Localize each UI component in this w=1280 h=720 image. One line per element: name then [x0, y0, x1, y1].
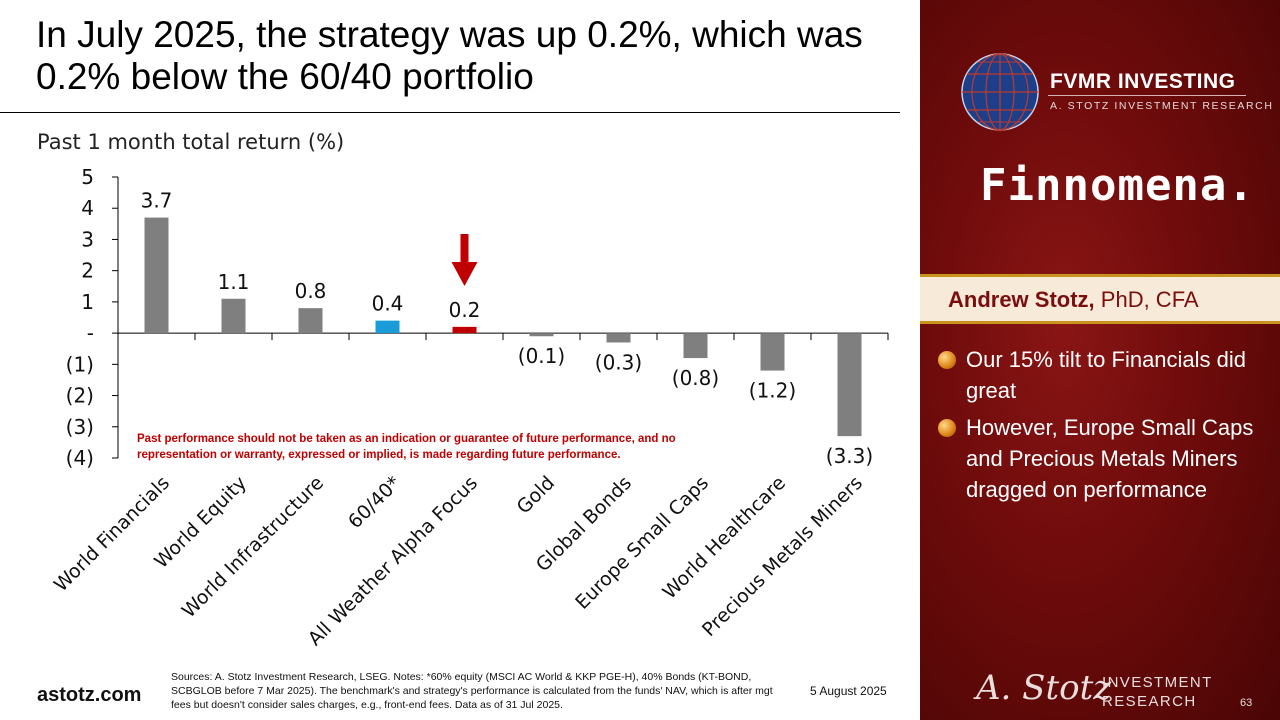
category-label: 60/40*	[344, 472, 405, 533]
key-point: However, Europe Small Caps and Precious …	[938, 412, 1268, 505]
y-tick-label: (4)	[66, 446, 94, 470]
bar	[298, 308, 323, 334]
report-date: 5 August 2025	[810, 684, 887, 698]
slide-title: In July 2025, the strategy was up 0.2%, …	[36, 14, 863, 97]
key-points: Our 15% tilt to Financials did great How…	[938, 344, 1268, 511]
data-label: (1.2)	[749, 379, 796, 403]
data-label: 3.7	[141, 189, 173, 213]
bullet-icon	[938, 419, 956, 437]
bar	[837, 333, 862, 437]
category-label: Gold	[513, 472, 559, 518]
data-label: (0.8)	[672, 366, 719, 390]
bar	[221, 298, 246, 334]
data-label: 1.1	[218, 270, 250, 294]
y-tick-label: 2	[81, 259, 94, 283]
key-point: Our 15% tilt to Financials did great	[938, 344, 1268, 406]
title-divider	[0, 112, 900, 113]
globe-icon	[961, 53, 1039, 131]
sources-note: Sources: A. Stotz Investment Research, L…	[171, 671, 773, 711]
bullet-icon	[938, 351, 956, 369]
y-tick-label: -	[87, 321, 94, 345]
page-number: 63	[1240, 697, 1253, 709]
data-label: (0.1)	[518, 344, 565, 368]
bar	[452, 326, 477, 334]
highlight-arrow-icon	[451, 262, 478, 286]
disclaimer: Past performance should not be taken as …	[137, 433, 676, 461]
brand-subtitle: A. STOTZ INVESTMENT RESEARCH	[1050, 100, 1274, 112]
y-tick-label: 3	[81, 227, 94, 251]
brand-title: FVMR INVESTING	[1050, 70, 1236, 93]
data-label: 0.8	[295, 279, 327, 303]
y-tick-label: (3)	[66, 415, 94, 439]
y-tick-label: 1	[81, 290, 94, 314]
presenter-name: Andrew Stotz, PhD, CFA	[948, 287, 1199, 312]
y-tick-label: (2)	[66, 384, 94, 408]
bar-chart: 5 4 3 2 1 - (1) (2) (3) (4) 3.7 World Financials 1.1…	[50, 165, 889, 650]
chart-title: Past 1 month total return (%)	[37, 130, 345, 154]
bar	[529, 333, 554, 337]
brand-divider	[1048, 95, 1246, 96]
presenter-band: Andrew Stotz, PhD, CFA	[920, 274, 1280, 324]
company-logo-text: INVESTMENT RESEARCH	[1102, 674, 1213, 710]
data-label: (0.3)	[595, 350, 642, 374]
bar	[760, 333, 785, 371]
partner-logo: Finnomena.	[980, 160, 1255, 211]
data-label: 0.2	[449, 298, 481, 322]
category-label: Europe Small Caps	[571, 472, 713, 614]
highlight-arrow-shaft	[460, 234, 469, 264]
bar	[144, 217, 169, 334]
y-tick-label: 5	[81, 165, 94, 189]
bar	[375, 320, 400, 334]
y-tick-label: 4	[81, 196, 94, 220]
site-url[interactable]: astotz.com	[37, 684, 142, 706]
signature-logo: A. Stotz	[976, 668, 1112, 708]
category-label: World Financials	[50, 472, 174, 596]
y-tick-label: (1)	[66, 352, 94, 376]
data-label: 0.4	[372, 292, 404, 316]
data-label: (3.3)	[826, 444, 873, 468]
sidebar-panel: FVMR INVESTING A. STOTZ INVESTMENT RESEA…	[920, 0, 1280, 720]
category-label: World Infrastructure	[178, 472, 328, 622]
category-label: Precious Metals Miners	[698, 472, 867, 641]
bar	[683, 333, 708, 359]
bar	[606, 333, 631, 343]
